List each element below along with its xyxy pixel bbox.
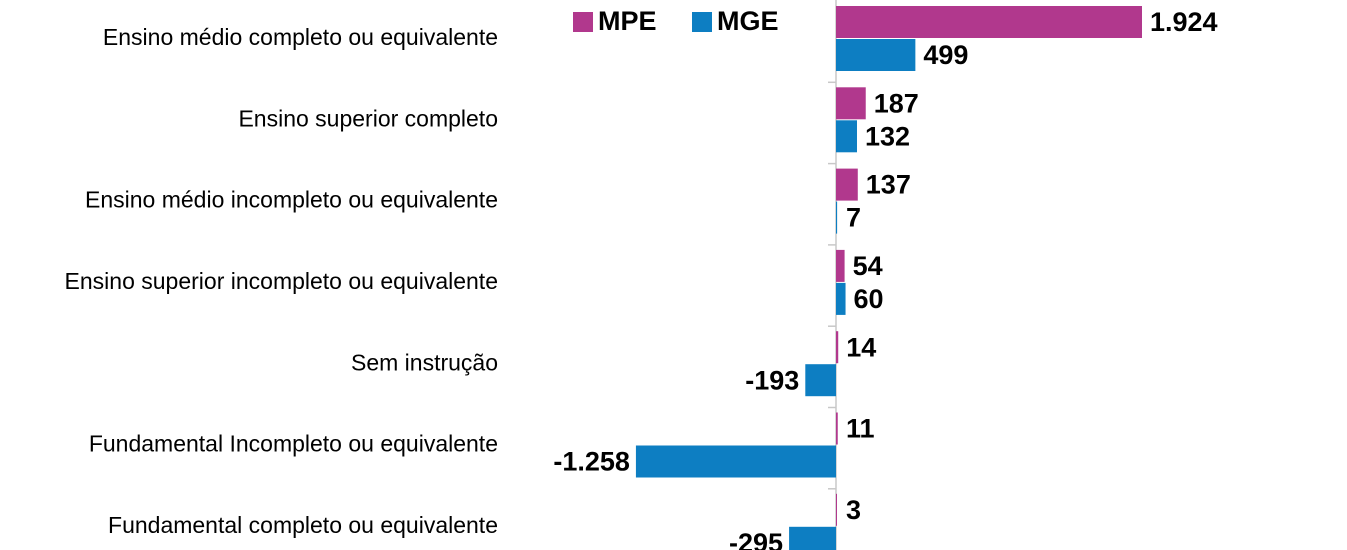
value-label: 137 [866, 170, 911, 200]
bar [836, 412, 838, 445]
category-label: Ensino médio incompleto ou equivalente [85, 187, 498, 213]
bar [635, 445, 836, 478]
value-label: 3 [846, 495, 861, 525]
value-label: -1.258 [553, 447, 630, 477]
category-label: Ensino superior incompleto ou equivalent… [65, 268, 498, 294]
bar [789, 526, 836, 550]
bar [836, 120, 857, 153]
bar [836, 39, 916, 71]
bar [836, 168, 858, 201]
value-label: 60 [854, 284, 884, 314]
category-label: Sem instrução [351, 349, 498, 375]
legend-label: MPE [598, 6, 657, 36]
category-label: Ensino superior completo [238, 105, 498, 131]
value-label: 14 [846, 332, 876, 362]
bar [805, 364, 836, 397]
bar [836, 249, 845, 282]
value-label: 54 [853, 251, 883, 281]
bar [836, 493, 837, 526]
value-label: -295 [729, 528, 783, 550]
bar [836, 201, 838, 234]
legend-swatch [573, 12, 593, 32]
bar [836, 331, 839, 364]
legend-swatch [692, 12, 712, 32]
value-label: 132 [865, 121, 910, 151]
category-label: Fundamental completo ou equivalente [108, 512, 498, 538]
value-label: -193 [745, 365, 799, 395]
value-label: 1.924 [1150, 7, 1218, 37]
category-label: Ensino médio completo ou equivalente [103, 24, 498, 50]
bar [836, 282, 846, 315]
value-label: 187 [874, 88, 919, 118]
value-label: 499 [923, 40, 968, 70]
value-label: 11 [846, 414, 875, 444]
value-label: 7 [846, 203, 861, 233]
legend-label: MGE [717, 6, 779, 36]
bar [836, 6, 1142, 38]
bar [836, 87, 866, 120]
category-label: Fundamental Incompleto ou equivalente [89, 431, 498, 457]
